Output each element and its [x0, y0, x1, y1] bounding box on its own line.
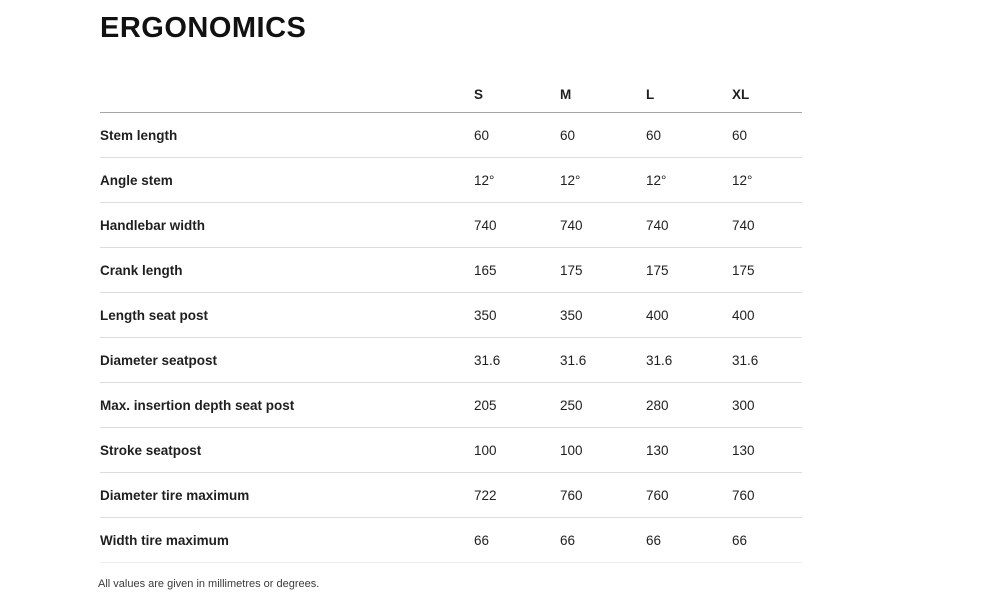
row-value: 165: [474, 247, 560, 293]
table-row: Stroke seatpost 100 100 130 130: [100, 427, 802, 473]
row-value: 280: [646, 382, 732, 428]
row-value: 760: [560, 472, 646, 518]
row-label: Crank length: [100, 247, 474, 293]
table-row: Diameter seatpost 31.6 31.6 31.6 31.6: [100, 337, 802, 383]
row-value: 60: [732, 112, 802, 158]
row-label: Max. insertion depth seat post: [100, 382, 474, 428]
row-value: 740: [560, 202, 646, 248]
row-value: 350: [474, 292, 560, 338]
row-value: 740: [646, 202, 732, 248]
table-row: Width tire maximum 66 66 66 66: [100, 517, 802, 563]
row-value: 12°: [474, 157, 560, 203]
table-row: Crank length 165 175 175 175: [100, 247, 802, 293]
row-value: 12°: [646, 157, 732, 203]
footnote: All values are given in millimetres or d…: [98, 578, 320, 590]
row-value: 66: [732, 517, 802, 563]
table-row: Max. insertion depth seat post 205 250 280 3…: [100, 382, 802, 428]
row-label: Width tire maximum: [100, 517, 474, 563]
size-column-header: XL: [732, 76, 802, 113]
row-value: 175: [646, 247, 732, 293]
row-label: Diameter tire maximum: [100, 472, 474, 518]
row-label: Diameter seatpost: [100, 337, 474, 383]
row-value: 60: [646, 112, 732, 158]
row-value: 250: [560, 382, 646, 428]
table-row: Handlebar width 740 740 740 740: [100, 202, 802, 248]
row-value: 740: [474, 202, 560, 248]
table-row: Stem length 60 60 60 60: [100, 112, 802, 158]
row-value: 760: [646, 472, 732, 518]
row-value: 100: [560, 427, 646, 473]
row-value: 175: [732, 247, 802, 293]
row-value: 350: [560, 292, 646, 338]
row-value: 760: [732, 472, 802, 518]
row-value: 12°: [560, 157, 646, 203]
row-value: 100: [474, 427, 560, 473]
row-value: 31.6: [474, 337, 560, 383]
row-value: 205: [474, 382, 560, 428]
row-value: 175: [560, 247, 646, 293]
row-value: 31.6: [732, 337, 802, 383]
table-header-row: S M L XL: [100, 76, 802, 113]
row-label: Stem length: [100, 112, 474, 158]
table-row: Angle stem 12° 12° 12° 12°: [100, 157, 802, 203]
row-value: 60: [560, 112, 646, 158]
row-value: 12°: [732, 157, 802, 203]
row-value: 722: [474, 472, 560, 518]
table-row: Length seat post 350 350 400 400: [100, 292, 802, 338]
size-column-header: L: [646, 76, 732, 113]
row-value: 130: [646, 427, 732, 473]
row-label: Angle stem: [100, 157, 474, 203]
row-value: 400: [646, 292, 732, 338]
table-row: Diameter tire maximum 722 760 760 760: [100, 472, 802, 518]
row-value: 31.6: [646, 337, 732, 383]
row-value: 66: [560, 517, 646, 563]
row-value: 400: [732, 292, 802, 338]
header-spacer-cell: [100, 76, 474, 113]
row-value: 66: [646, 517, 732, 563]
row-label: Length seat post: [100, 292, 474, 338]
table-body: Stem length 60 60 60 60 Angle stem 12° 12° 12° 12…: [100, 112, 802, 563]
row-label: Stroke seatpost: [100, 427, 474, 473]
row-value: 31.6: [560, 337, 646, 383]
size-column-header: M: [560, 76, 646, 113]
page-title: ERGONOMICS: [100, 12, 307, 44]
row-value: 60: [474, 112, 560, 158]
row-label: Handlebar width: [100, 202, 474, 248]
row-value: 66: [474, 517, 560, 563]
row-value: 300: [732, 382, 802, 428]
table-header: S M L XL: [100, 76, 802, 113]
size-column-header: S: [474, 76, 560, 113]
row-value: 130: [732, 427, 802, 473]
row-value: 740: [732, 202, 802, 248]
ergonomics-table: S M L XL Stem length 60 60 60 60 Angle stem 12° 12…: [100, 76, 802, 563]
